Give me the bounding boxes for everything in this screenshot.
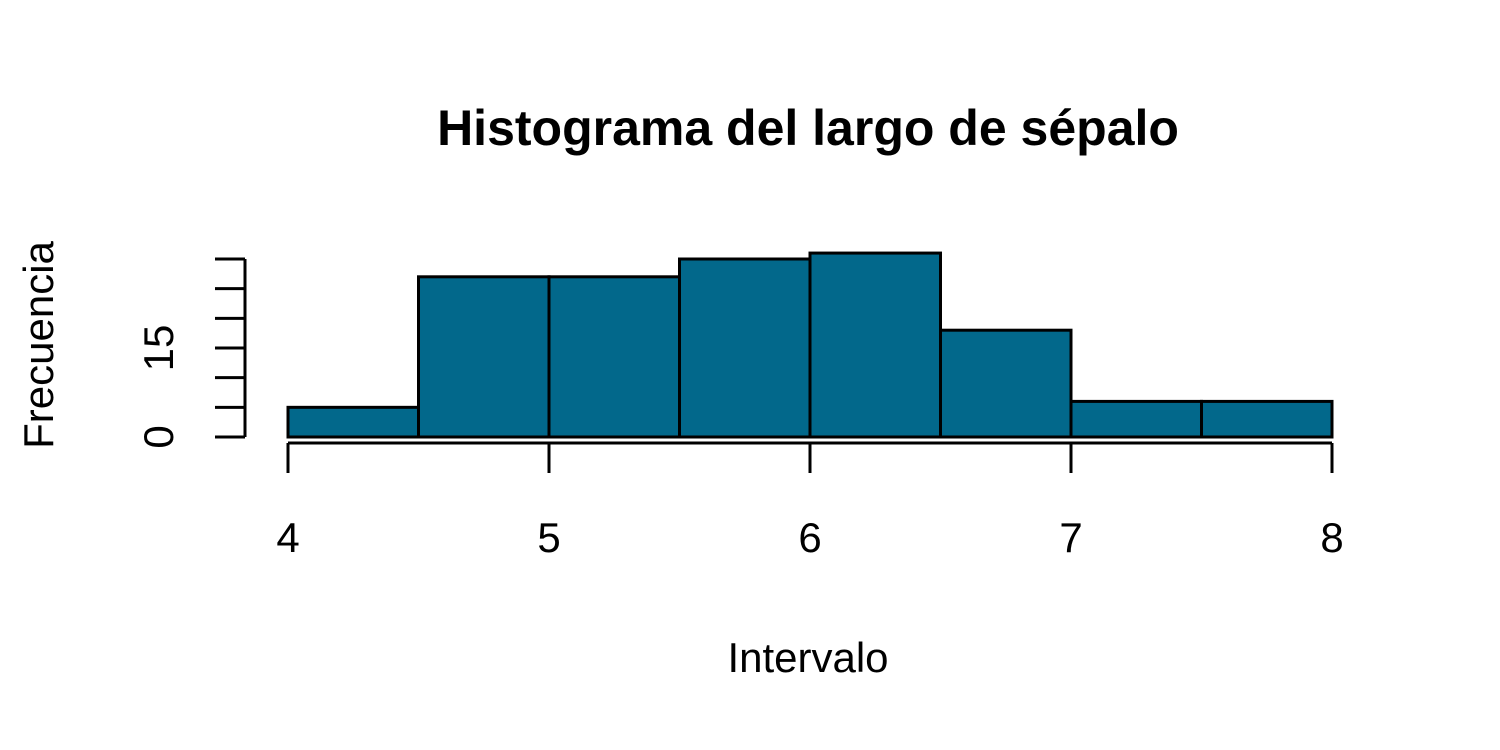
histogram-bar-2: [547, 275, 681, 439]
histogram-bar-1: [417, 275, 551, 439]
histogram-bar-3: [678, 257, 812, 439]
histogram-bar-7: [1200, 399, 1334, 439]
y-tick-label: 15: [135, 325, 182, 372]
histogram-bar-5: [939, 328, 1073, 439]
x-axis: 4 5 6 7 8: [276, 441, 1344, 561]
y-axis-label: Frecuencia: [15, 240, 62, 448]
histogram-bar-4: [808, 251, 942, 439]
x-tick-label: 5: [537, 514, 560, 561]
histogram-bar-0: [286, 405, 420, 439]
y-tick-label: 0: [135, 425, 182, 448]
x-tick-label: 7: [1059, 514, 1082, 561]
histogram-bars: [286, 251, 1334, 439]
histogram-bar-6: [1069, 399, 1203, 439]
y-axis: 0 15: [135, 257, 247, 449]
x-tick-label: 6: [798, 514, 821, 561]
x-axis-label: Intervalo: [727, 634, 888, 681]
chart-title: Histograma del largo de sépalo: [437, 100, 1179, 156]
x-tick-label: 4: [276, 514, 299, 561]
x-tick-label: 8: [1320, 514, 1343, 561]
